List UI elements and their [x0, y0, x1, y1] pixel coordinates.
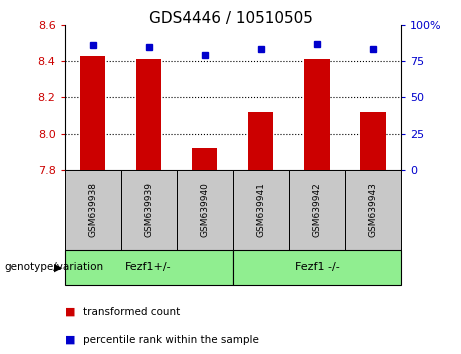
Text: transformed count: transformed count	[83, 307, 180, 316]
Bar	[248, 112, 273, 170]
Bar	[65, 250, 233, 285]
Text: GSM639941: GSM639941	[256, 182, 266, 237]
Text: GSM639940: GSM639940	[200, 182, 209, 237]
Text: Fezf1+/-: Fezf1+/-	[125, 262, 172, 272]
Text: GSM639943: GSM639943	[368, 182, 378, 237]
Bar	[345, 170, 401, 250]
Text: genotype/variation: genotype/variation	[5, 262, 104, 272]
Bar	[121, 170, 177, 250]
Text: GSM639938: GSM639938	[88, 182, 97, 237]
Bar	[233, 250, 401, 285]
Text: ■: ■	[65, 307, 75, 316]
Bar	[80, 56, 105, 170]
Bar	[136, 59, 161, 170]
Bar	[361, 112, 386, 170]
Bar	[233, 170, 289, 250]
Text: percentile rank within the sample: percentile rank within the sample	[83, 335, 259, 345]
Text: GDS4446 / 10510505: GDS4446 / 10510505	[148, 11, 313, 25]
Text: GSM639939: GSM639939	[144, 182, 153, 237]
Bar	[65, 170, 121, 250]
Bar	[192, 148, 218, 170]
Text: GSM639942: GSM639942	[313, 182, 321, 237]
Text: ■: ■	[65, 335, 75, 345]
Bar	[289, 170, 345, 250]
Bar	[177, 170, 233, 250]
Bar	[304, 59, 330, 170]
Text: ▶: ▶	[54, 262, 62, 272]
Text: Fezf1 -/-: Fezf1 -/-	[295, 262, 339, 272]
